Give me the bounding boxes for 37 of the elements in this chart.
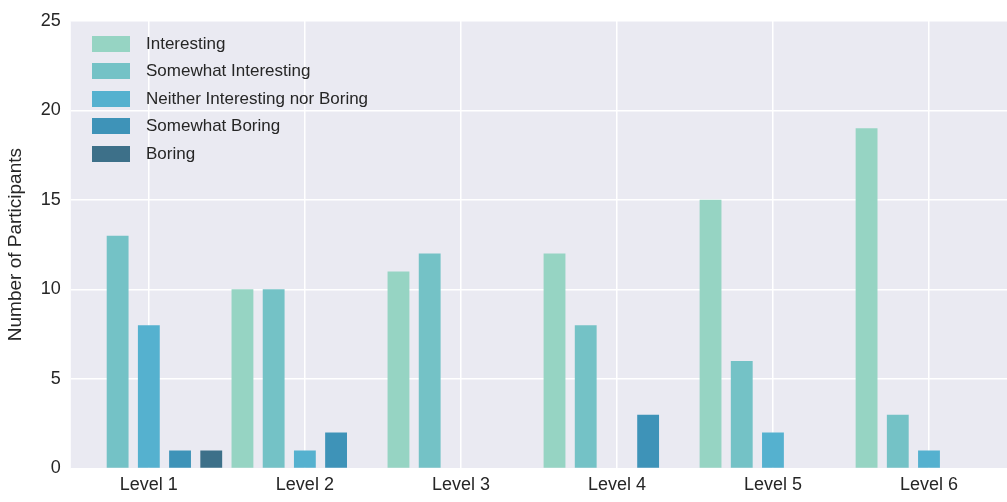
bar xyxy=(293,450,316,468)
legend-label: Interesting xyxy=(146,33,226,54)
bar xyxy=(637,414,660,468)
bar xyxy=(730,360,753,468)
bar xyxy=(262,289,285,468)
y-tick-label: 0 xyxy=(50,457,61,478)
legend-label: Somewhat Interesting xyxy=(146,61,311,82)
legend-label: Boring xyxy=(146,143,196,164)
y-tick-label: 20 xyxy=(40,99,61,120)
bar xyxy=(418,253,441,468)
bar xyxy=(231,289,254,468)
bar xyxy=(387,271,410,468)
bar xyxy=(918,450,940,468)
x-tick-label: Level 2 xyxy=(275,474,334,495)
x-tick-label: Level 1 xyxy=(119,474,178,495)
bar xyxy=(137,325,160,468)
x-tick-label: Level 5 xyxy=(743,474,802,495)
bar xyxy=(325,432,347,468)
bar xyxy=(106,235,129,468)
bar xyxy=(543,253,566,468)
x-tick-label: Level 6 xyxy=(899,474,959,495)
bar xyxy=(200,450,223,468)
bar xyxy=(886,414,909,468)
bar xyxy=(762,432,784,468)
y-tick-label: 15 xyxy=(40,188,61,209)
bar xyxy=(855,128,878,468)
legend-label: Somewhat Boring xyxy=(146,116,281,137)
legend-label: Neither Interesting nor Boring xyxy=(146,88,369,109)
bar xyxy=(574,325,597,468)
y-tick-label: 10 xyxy=(40,278,61,299)
x-tick-label: Level 3 xyxy=(431,474,490,495)
y-tick-label: 5 xyxy=(50,367,61,388)
y-axis-title: Number of Participants xyxy=(3,147,25,342)
x-tick-label: Level 4 xyxy=(587,474,646,495)
bar xyxy=(169,450,191,468)
y-tick-label: 25 xyxy=(40,9,61,30)
bar xyxy=(699,199,722,468)
